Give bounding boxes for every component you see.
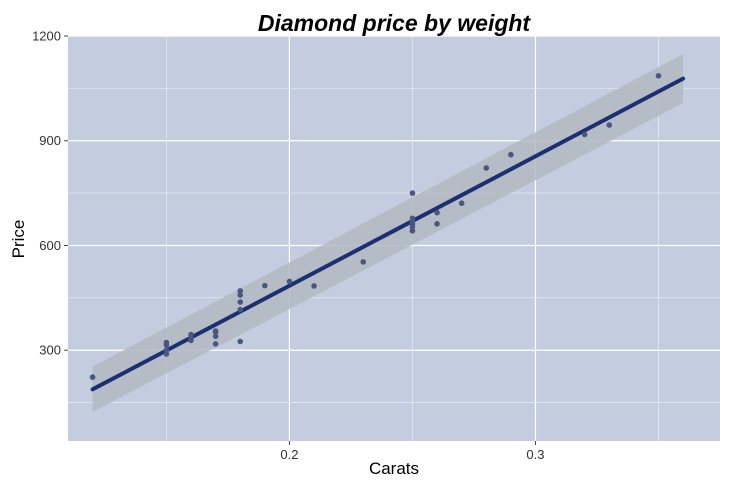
x-axis-label: Carats xyxy=(369,459,419,478)
y-axis-ticks: 300 600 900 1200 xyxy=(32,29,68,358)
data-point xyxy=(237,338,244,345)
y-tick-label: 300 xyxy=(39,343,61,358)
data-point xyxy=(262,282,268,289)
data-point xyxy=(458,200,465,207)
data-point xyxy=(606,122,613,128)
data-point xyxy=(508,151,514,158)
data-point xyxy=(409,190,416,196)
data-point xyxy=(212,333,219,340)
data-point xyxy=(212,341,219,347)
data-point xyxy=(434,221,440,227)
data-point xyxy=(360,259,367,265)
data-point xyxy=(188,331,194,338)
data-point xyxy=(286,278,293,285)
data-point xyxy=(434,209,440,216)
data-point xyxy=(212,328,219,334)
x-axis-ticks: 0.2 0.3 xyxy=(280,441,545,462)
x-tick-label: 0.3 xyxy=(526,447,544,462)
data-point xyxy=(237,299,244,305)
data-point xyxy=(163,351,170,357)
data-point xyxy=(655,73,662,79)
data-point xyxy=(483,165,490,171)
data-point xyxy=(237,292,244,298)
chart-title: Diamond price by weight xyxy=(258,10,532,36)
data-point xyxy=(163,347,170,354)
y-tick-label: 600 xyxy=(39,238,61,253)
data-point xyxy=(409,228,416,234)
data-points xyxy=(89,73,662,380)
data-point xyxy=(89,374,96,380)
data-point xyxy=(311,283,317,289)
y-tick-label: 1200 xyxy=(32,29,61,44)
data-point xyxy=(163,339,170,346)
data-point xyxy=(409,215,416,222)
data-point xyxy=(237,306,244,313)
y-axis-label: Price xyxy=(9,220,28,259)
y-tick-label: 900 xyxy=(39,133,61,148)
x-tick-label: 0.2 xyxy=(280,447,298,462)
data-point xyxy=(237,288,244,294)
data-point xyxy=(581,131,588,138)
